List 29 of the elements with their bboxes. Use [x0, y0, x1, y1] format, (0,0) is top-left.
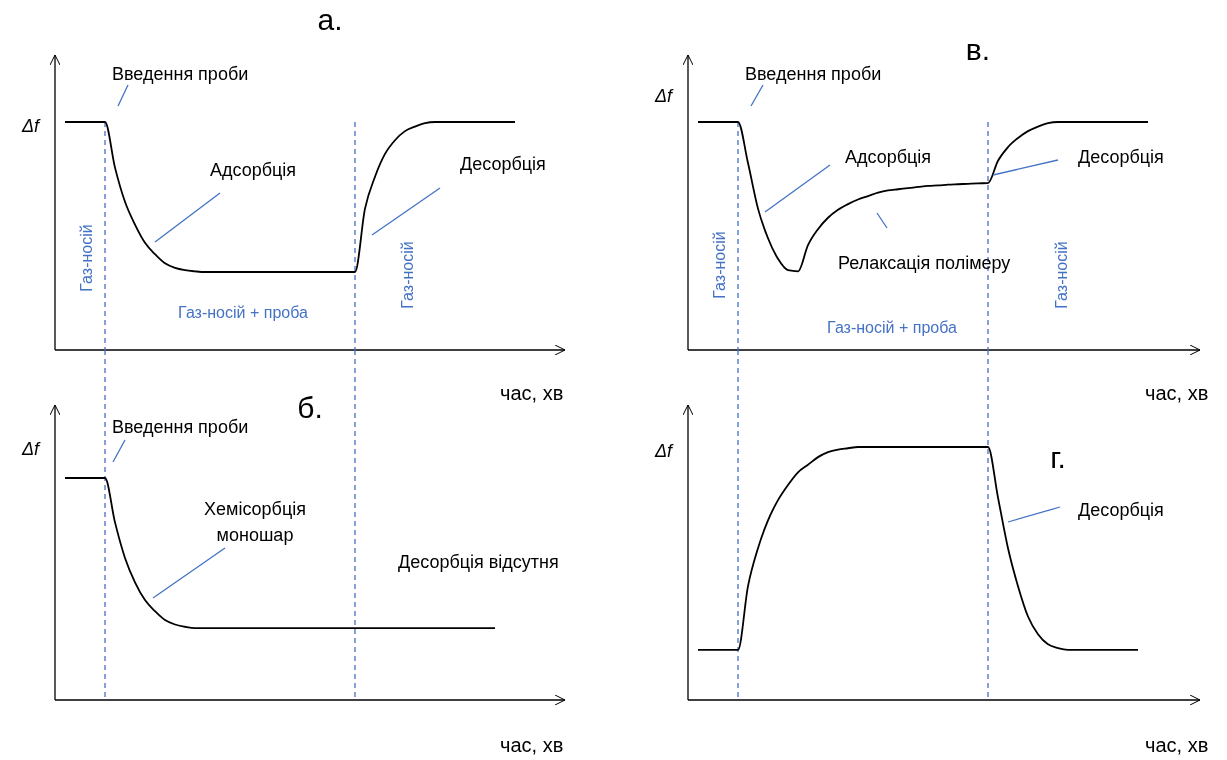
annotation: Хемісорбція моношар	[204, 499, 306, 545]
chart-title: г.	[1050, 441, 1066, 474]
y-axis-title: Δf	[21, 439, 42, 459]
y-axis-title: Δf	[21, 116, 42, 136]
annotation: Десорбція	[460, 154, 546, 174]
text: Введення проби	[112, 64, 249, 84]
annotation: Газ-носій	[399, 241, 416, 309]
chart-title: б.	[297, 391, 323, 424]
annotation: Десорбція	[1078, 500, 1164, 520]
annotation: Десорбція	[1078, 147, 1164, 167]
x-axis-title: час, хв	[1145, 382, 1209, 404]
chart-title: а.	[317, 3, 343, 36]
annotation: Адсорбція	[845, 147, 932, 167]
annotation: Газ-носій	[78, 224, 95, 292]
annotation: Десорбція відсутня	[398, 552, 559, 572]
chart-title: в.	[965, 33, 991, 66]
annotation: Адсорбція	[210, 160, 297, 180]
y-axis-title: Δf	[654, 441, 675, 461]
annotation: Релаксація полімеру	[838, 253, 1011, 273]
x-axis-title: час, хв	[1145, 734, 1209, 756]
x-axis-title: час, хв	[500, 734, 564, 756]
text: Введення проби	[745, 64, 882, 84]
y-axis-title: Δf	[654, 86, 675, 106]
annotation: Газ-носій	[711, 231, 728, 299]
annotation: Газ-носій + проба	[178, 304, 308, 321]
text: Введення проби	[112, 417, 249, 437]
annotation: Газ-носій	[1053, 241, 1070, 309]
x-axis-title: час, хв	[500, 382, 564, 404]
annotation: Газ-носій + проба	[827, 319, 957, 336]
